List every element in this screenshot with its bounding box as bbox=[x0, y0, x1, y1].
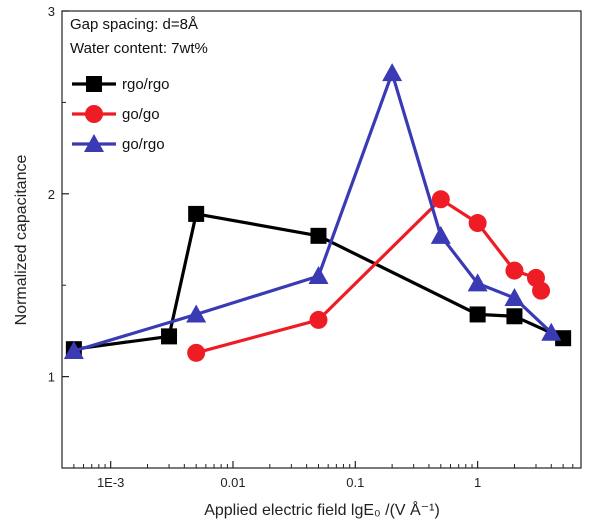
data-point-go-rgo bbox=[541, 322, 562, 341]
data-point-rgo-rgo bbox=[555, 330, 572, 347]
series-go-rgo bbox=[63, 63, 562, 360]
legend-marker-go-go bbox=[85, 105, 103, 123]
data-point-go-go bbox=[187, 343, 206, 362]
data-point-rgo-rgo bbox=[188, 205, 205, 222]
data-point-go-rgo bbox=[382, 63, 403, 82]
x-tick-label: 0.1 bbox=[346, 475, 364, 490]
x-tick-label: 1 bbox=[474, 475, 481, 490]
data-point-go-rgo bbox=[430, 225, 451, 244]
legend-label-go-go: go/go bbox=[122, 106, 160, 123]
annotation-gap-spacing: Gap spacing: d=8Å bbox=[70, 16, 198, 33]
legend-marker-go-rgo bbox=[84, 134, 104, 152]
data-point-rgo-rgo bbox=[469, 306, 486, 323]
plot-frame bbox=[61, 10, 582, 469]
data-point-go-rgo bbox=[186, 304, 207, 323]
legend-label-rgo-rgo: rgo/rgo bbox=[122, 76, 170, 93]
legend-item-rgo-rgo: rgo/rgo bbox=[72, 76, 170, 93]
legend-item-go-go: go/go bbox=[72, 105, 160, 123]
legend-label-go-rgo: go/rgo bbox=[122, 136, 165, 153]
data-point-go-go bbox=[468, 214, 487, 233]
legend-item-go-rgo: go/rgo bbox=[72, 134, 165, 153]
x-tick-label: 0.01 bbox=[220, 475, 245, 490]
y-tick-label: 1 bbox=[48, 370, 55, 385]
y-tick-label: 3 bbox=[48, 4, 55, 19]
data-point-go-rgo bbox=[467, 273, 488, 292]
data-point-go-go bbox=[505, 261, 524, 280]
series-go-go bbox=[187, 190, 551, 362]
x-tick-label: 1E-3 bbox=[97, 475, 124, 490]
data-point-go-rgo bbox=[504, 287, 525, 306]
data-point-go-go bbox=[309, 310, 328, 329]
data-point-go-rgo bbox=[63, 341, 84, 360]
data-point-rgo-rgo bbox=[310, 227, 327, 244]
legend-marker-rgo-rgo bbox=[86, 76, 102, 92]
data-point-go-go bbox=[532, 281, 551, 300]
data-point-go-rgo bbox=[308, 266, 329, 285]
data-point-rgo-rgo bbox=[161, 328, 178, 345]
series-line-go-rgo bbox=[73, 71, 553, 353]
y-axis-label: Normalized capacitance bbox=[13, 155, 30, 326]
data-point-rgo-rgo bbox=[506, 308, 523, 325]
data-point-go-go bbox=[431, 190, 450, 209]
y-tick-label: 2 bbox=[48, 187, 55, 202]
annotation-water-content: Water content: 7wt% bbox=[70, 40, 208, 57]
x-axis-label: Applied electric field lgE₀ /(V Å⁻¹) bbox=[204, 500, 440, 519]
